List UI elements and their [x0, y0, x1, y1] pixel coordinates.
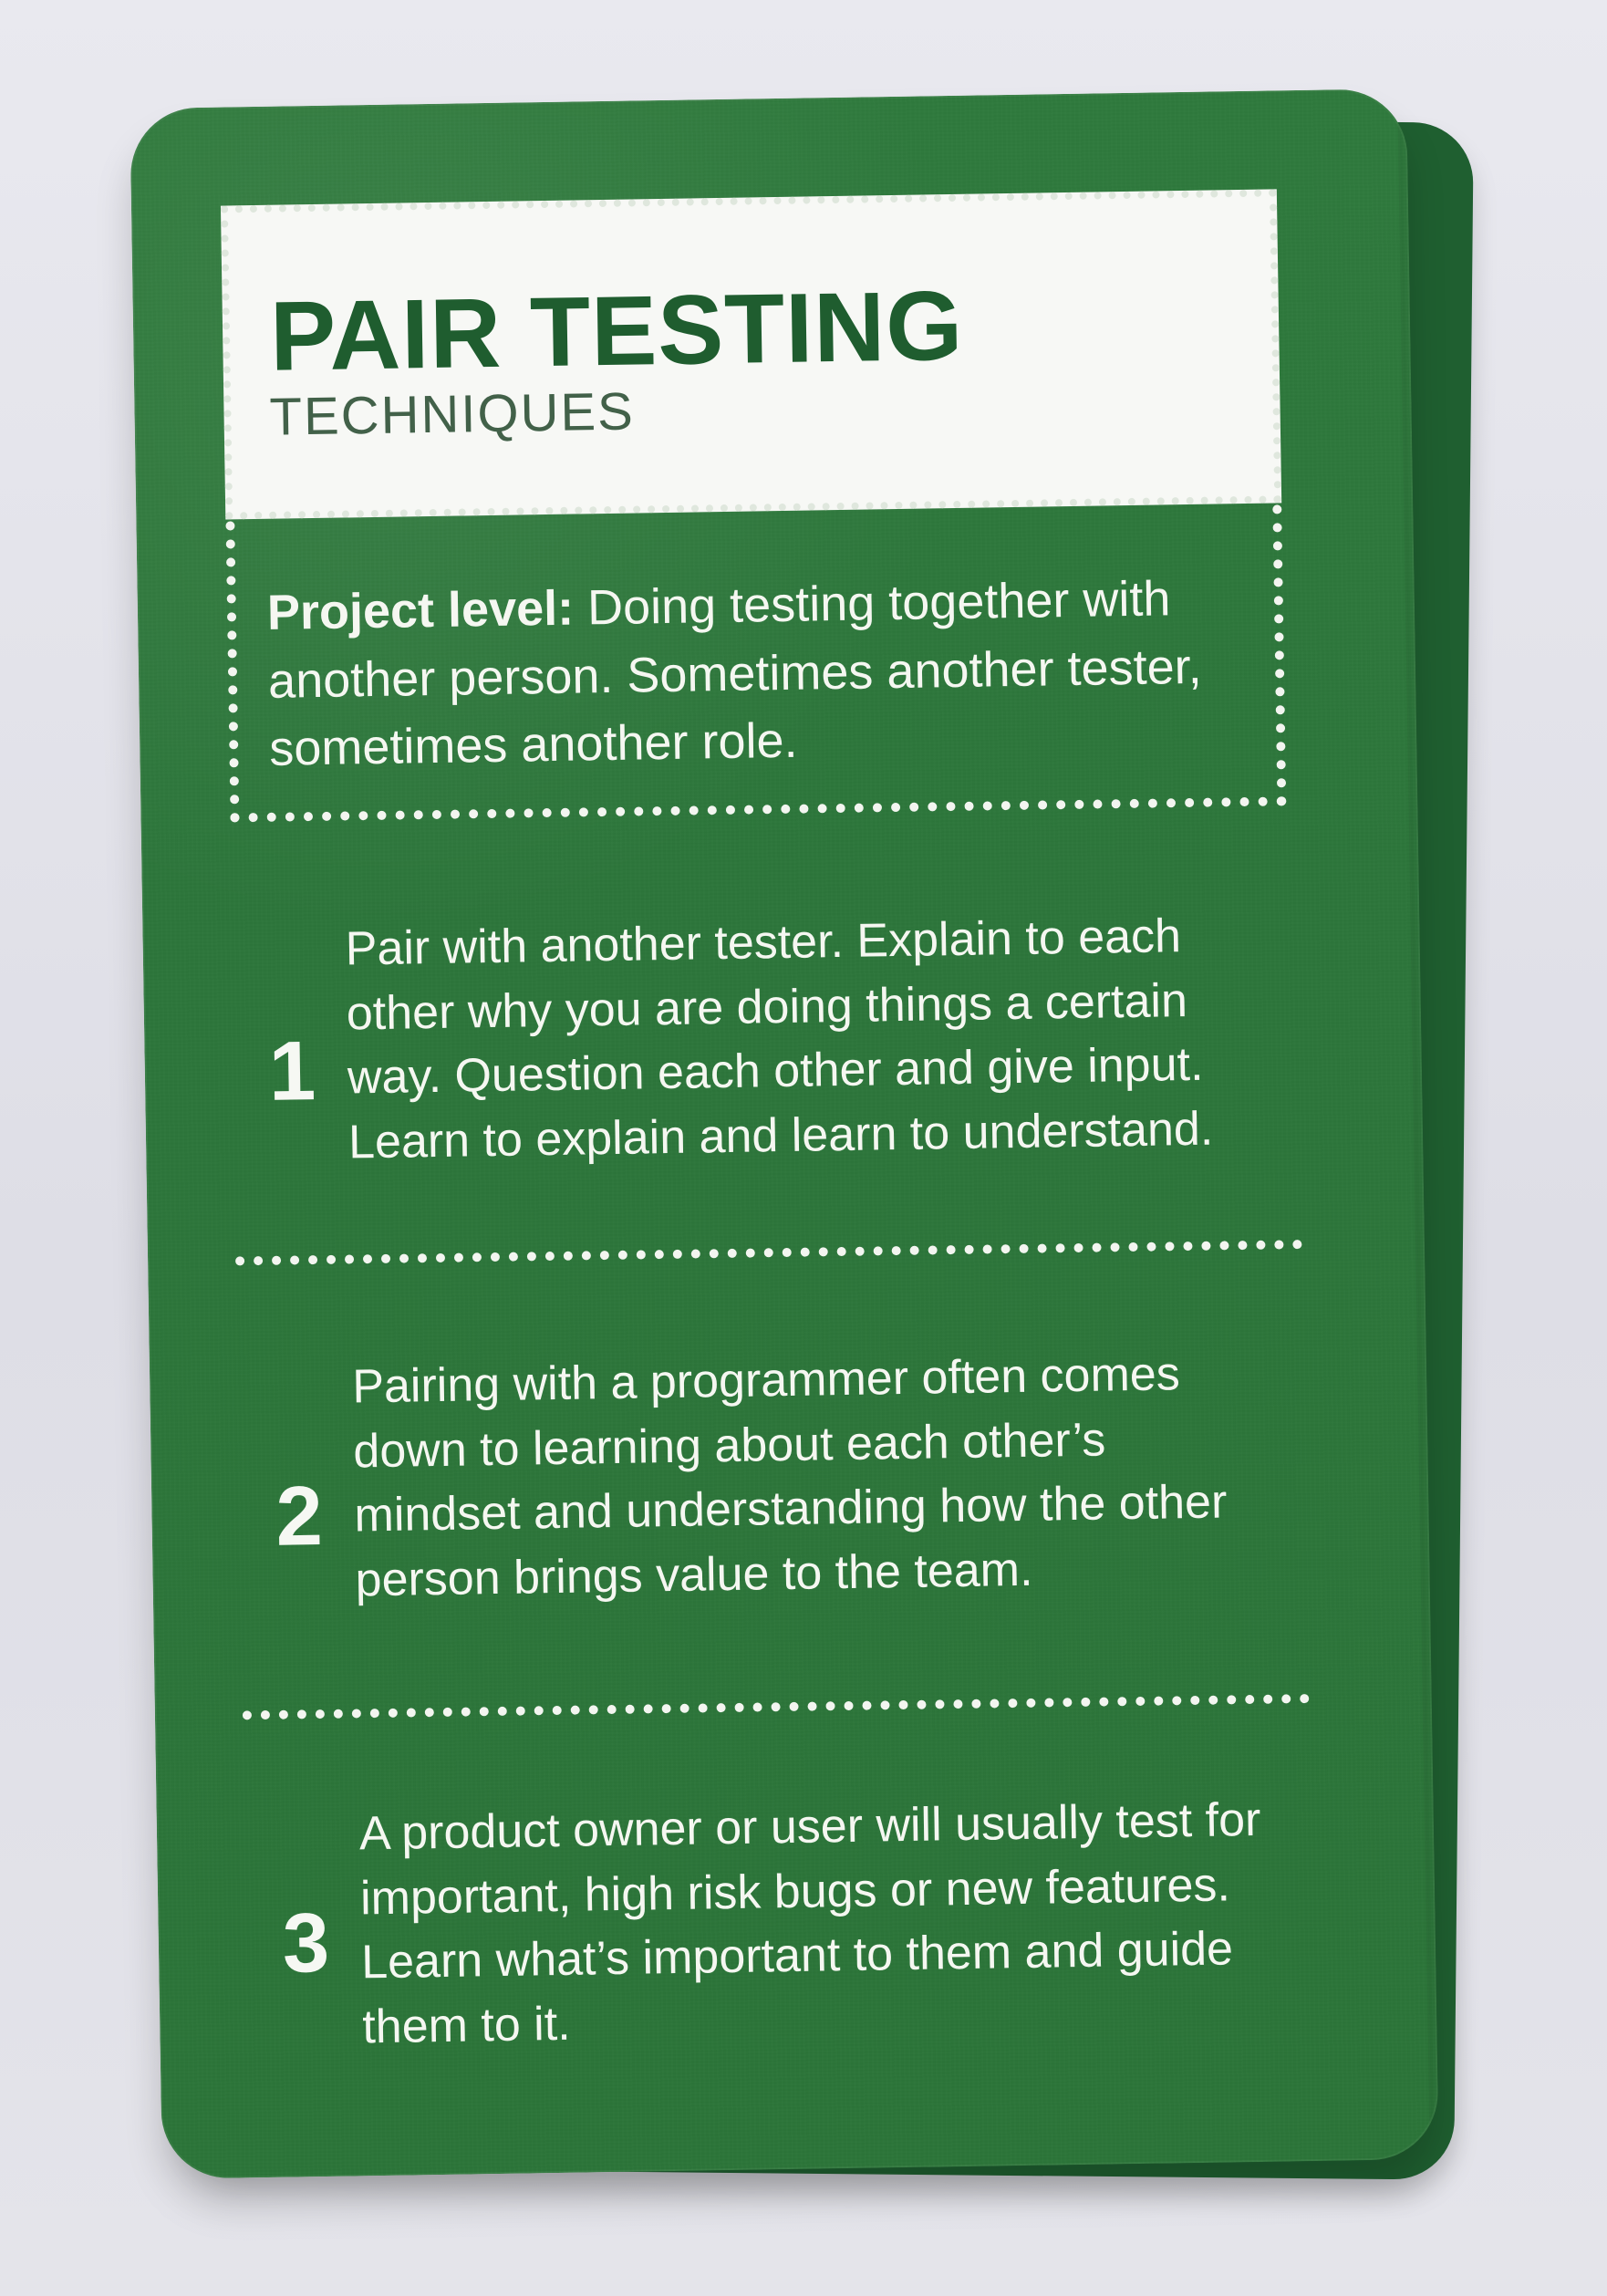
technique-number-2: 2 — [275, 1470, 324, 1564]
summary-panel: Project level: Doing testing together wi… — [225, 504, 1287, 823]
section-divider-2 — [242, 1694, 1310, 1720]
card-title: PAIR TESTING — [269, 269, 965, 391]
technique-text-2: Pairing with a programmer often comes do… — [351, 1347, 1228, 1607]
summary-label: Project level: — [266, 580, 575, 640]
technique-text-1: Pair with another tester. Explain to eac… — [345, 909, 1214, 1169]
technique-section-1: 1 Pair with another tester. Explain to e… — [235, 902, 1298, 1220]
title-panel: PAIR TESTING TECHNIQUES — [220, 189, 1282, 520]
technique-section-2: 2 Pairing with a programmer often comes … — [243, 1340, 1305, 1676]
pair-testing-card: PAIR TESTING TECHNIQUES Project level: D… — [130, 88, 1439, 2179]
summary-text: Project level: Doing testing together wi… — [266, 564, 1243, 783]
card-subtitle: TECHNIQUES — [269, 381, 636, 447]
section-divider-1 — [235, 1240, 1303, 1266]
technique-text-3: A product owner or user will usually tes… — [358, 1792, 1261, 2054]
technique-number-3: 3 — [282, 1896, 330, 1990]
technique-section-3: 3 A product owner or user will usually t… — [249, 1787, 1312, 2077]
technique-number-1: 1 — [268, 1024, 316, 1118]
